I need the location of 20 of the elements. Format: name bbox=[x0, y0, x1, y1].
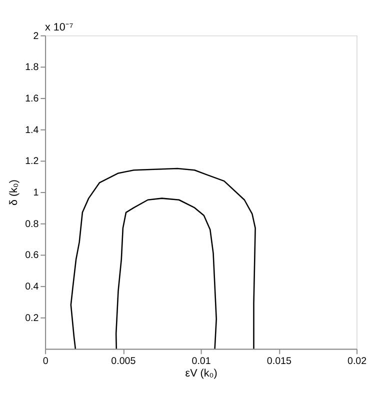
y-tick-label: 1.8 bbox=[25, 62, 40, 74]
x-tick-label: 0.005 bbox=[111, 356, 136, 367]
x-tick-label: 0.02 bbox=[348, 356, 367, 367]
y-tick-label: 1.6 bbox=[25, 93, 40, 104]
y-tick-label: 1.2 bbox=[25, 156, 39, 168]
x-axis-title: εV (k₀) bbox=[185, 368, 218, 380]
y-tick-label: 2 bbox=[33, 30, 39, 42]
text: x 10⁻⁷ bbox=[45, 21, 74, 34]
x-tick-label: 0.015 bbox=[266, 356, 292, 367]
y-tick-label: 0.2 bbox=[25, 312, 39, 324]
y-tick-label: 1 bbox=[33, 187, 39, 198]
line-series bbox=[70, 168, 256, 350]
line-series bbox=[115, 198, 218, 350]
x-tick-label: 0 bbox=[42, 356, 49, 367]
y-tick-label: 0.8 bbox=[25, 218, 40, 230]
x-tick-label: 0.01 bbox=[192, 356, 211, 367]
y-axis-title: δ (k₀) bbox=[8, 180, 20, 206]
y-tick-label: 1.4 bbox=[25, 124, 40, 136]
y-tick-label: 0.6 bbox=[25, 250, 40, 262]
y-tick-label: 0.4 bbox=[25, 282, 40, 292]
